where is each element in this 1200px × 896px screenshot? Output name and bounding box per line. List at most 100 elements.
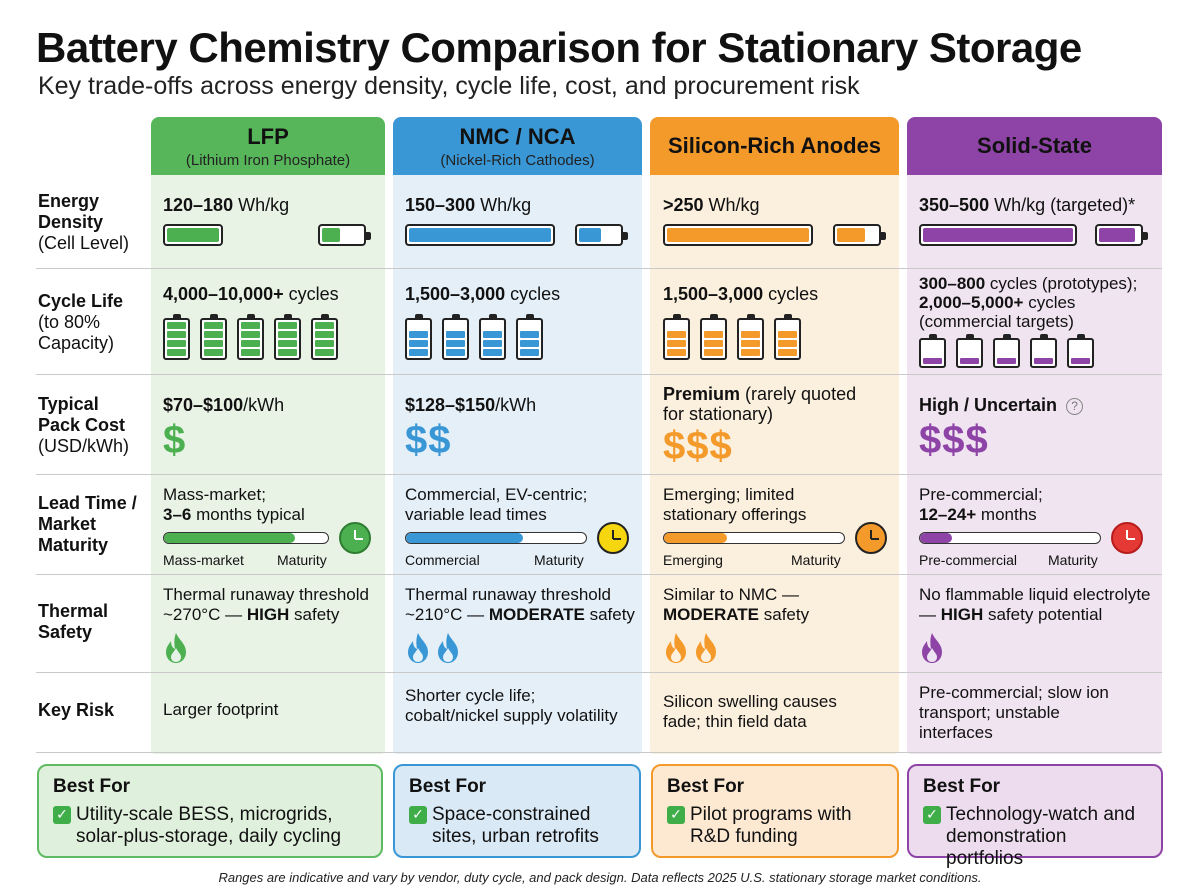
maturity-left-label: Mass-market bbox=[163, 552, 244, 568]
row-divider bbox=[36, 574, 1162, 575]
maturity-right-label: Maturity bbox=[277, 552, 327, 568]
best-for-text: Space-constrained sites, urban retrofits bbox=[432, 804, 599, 847]
column-subtitle: (Nickel-Rich Cathodes) bbox=[440, 152, 595, 169]
cycle-cell-icon bbox=[919, 334, 946, 368]
row-label-thermal: Thermal Safety bbox=[38, 601, 109, 642]
cycle-cell-icon bbox=[200, 314, 227, 360]
best-for-card-si: Best For ✓ Pilot programs with R&D funding bbox=[651, 764, 899, 858]
row-label-energy: Energy Density (Cell Level) bbox=[38, 191, 130, 253]
battery-icon bbox=[1095, 224, 1148, 246]
cycle-cell-icon bbox=[1067, 334, 1094, 368]
energy-value-si: >250 Wh/kg bbox=[663, 195, 760, 215]
maturity-right-label: Maturity bbox=[791, 552, 841, 568]
cost-symbol-nmc: $$ bbox=[405, 418, 452, 462]
flame-icon bbox=[693, 632, 719, 664]
row-label-lead: Lead Time / Market Maturity bbox=[38, 493, 137, 555]
row-label-cycle: Cycle Life (to 80% Capacity) bbox=[38, 291, 124, 353]
lead-text-lfp: Mass-market; 3–6 months typical bbox=[163, 485, 305, 524]
best-for-card-lfp: Best For ✓ Utility-scale BESS, microgrids… bbox=[37, 764, 383, 858]
cycle-cell-icon bbox=[737, 314, 764, 360]
best-for-text: Pilot programs with R&D funding bbox=[690, 804, 852, 847]
row-divider bbox=[36, 672, 1162, 673]
cycle-value-si: 1,500–3,000 cycles bbox=[663, 284, 819, 304]
best-for-title: Best For bbox=[667, 776, 745, 797]
cycle-cell-icon bbox=[311, 314, 338, 360]
cycle-value-lfp: 4,000–10,000+ cycles bbox=[163, 284, 339, 304]
column-header-ss: Solid-State bbox=[907, 117, 1162, 175]
cycle-value-ss: 300–800 cycles (prototypes); 2,000–5,000… bbox=[919, 274, 1138, 331]
best-for-title: Best For bbox=[53, 776, 131, 797]
column-subtitle: (Lithium Iron Phosphate) bbox=[185, 152, 351, 169]
column-header-nmc: NMC / NCA (Nickel-Rich Cathodes) bbox=[393, 117, 642, 175]
maturity-right-label: Maturity bbox=[534, 552, 584, 568]
cycle-cell-icon bbox=[237, 314, 264, 360]
best-for-text: Technology-watch and demonstration portfo… bbox=[946, 804, 1136, 869]
cycle-cell-icon bbox=[163, 314, 190, 360]
risk-text-lfp: Larger footprint bbox=[163, 700, 279, 719]
check-icon: ✓ bbox=[409, 806, 427, 824]
row-divider bbox=[36, 474, 1162, 475]
cost-value-lfp: $70–$100/kWh bbox=[163, 395, 285, 415]
clock-icon bbox=[1111, 522, 1143, 554]
check-icon: ✓ bbox=[923, 806, 941, 824]
best-for-text: Utility-scale BESS, microgrids, solar-plu… bbox=[76, 804, 342, 847]
maturity-right-label: Maturity bbox=[1048, 552, 1098, 568]
best-for-title: Best For bbox=[409, 776, 487, 797]
row-label-risk: Key Risk bbox=[38, 700, 115, 720]
cycle-cell-icon bbox=[774, 314, 801, 360]
thermal-text-lfp: Thermal runaway threshold ~270°C — HIGH … bbox=[163, 585, 369, 624]
lead-text-ss: Pre-commercial; 12–24+ months bbox=[919, 485, 1043, 524]
page-title: Battery Chemistry Comparison for Station… bbox=[36, 24, 1082, 71]
risk-text-ss: Pre-commercial; slow ion transport; unst… bbox=[919, 683, 1109, 742]
cost-symbol-lfp: $ bbox=[163, 418, 187, 462]
cycle-value-nmc: 1,500–3,000 cycles bbox=[405, 284, 561, 304]
lead-text-nmc: Commercial, EV-centric; variable lead ti… bbox=[405, 485, 588, 524]
energy-value-nmc: 150–300 Wh/kg bbox=[405, 195, 532, 215]
row-label-cost: Typical Pack Cost (USD/kWh) bbox=[38, 394, 129, 456]
energy-bar-si bbox=[663, 224, 813, 246]
lead-text-si: Emerging; limited stationary offerings bbox=[663, 485, 807, 524]
maturity-left-label: Pre-commercial bbox=[919, 552, 1018, 568]
check-icon: ✓ bbox=[667, 806, 685, 824]
column-header-lfp: LFP (Lithium Iron Phosphate) bbox=[151, 117, 385, 175]
thermal-text-nmc: Thermal runaway threshold ~210°C — MODER… bbox=[405, 585, 635, 624]
flame-icon bbox=[163, 632, 189, 664]
cycle-cell-icon bbox=[405, 314, 432, 360]
energy-value-lfp: 120–180 Wh/kg bbox=[163, 195, 290, 215]
maturity-track bbox=[919, 532, 1101, 544]
cycle-cell-icon bbox=[993, 334, 1020, 368]
battery-icon bbox=[575, 224, 628, 246]
maturity-left-label: Commercial bbox=[405, 552, 480, 568]
flame-icon bbox=[405, 632, 431, 664]
cycle-cell-icon bbox=[442, 314, 469, 360]
cost-value-nmc: $128–$150/kWh bbox=[405, 395, 537, 415]
cycle-cell-icon bbox=[516, 314, 543, 360]
row-divider bbox=[36, 374, 1162, 375]
column-title: NMC / NCA bbox=[459, 124, 576, 149]
column-title: Silicon-Rich Anodes bbox=[667, 133, 882, 158]
page-subtitle: Key trade-offs across energy density, cy… bbox=[38, 72, 860, 100]
battery-icon bbox=[833, 224, 886, 246]
clock-icon bbox=[339, 522, 371, 554]
help-icon[interactable]: ? bbox=[1066, 398, 1084, 415]
row-divider bbox=[36, 752, 1162, 753]
cost-symbol-si: $$$ bbox=[663, 424, 733, 468]
column-bg-lfp bbox=[151, 170, 385, 754]
column-bg-si bbox=[650, 170, 899, 754]
cycle-cell-icon bbox=[700, 314, 727, 360]
column-bg-nmc bbox=[393, 170, 642, 754]
cycle-cell-icon bbox=[956, 334, 983, 368]
cycle-cell-icon bbox=[1030, 334, 1057, 368]
energy-bar-nmc bbox=[405, 224, 555, 246]
risk-text-nmc: Shorter cycle life; cobalt/nickel supply… bbox=[405, 686, 618, 725]
column-header-si: Silicon-Rich Anodes bbox=[650, 117, 899, 175]
battery-icon bbox=[318, 224, 371, 246]
flame-icon bbox=[663, 632, 689, 664]
thermal-text-ss: No flammable liquid electrolyte — HIGH s… bbox=[919, 585, 1151, 624]
clock-icon bbox=[597, 522, 629, 554]
best-for-title: Best For bbox=[923, 776, 1001, 797]
check-icon: ✓ bbox=[53, 806, 71, 824]
energy-bar-ss bbox=[919, 224, 1077, 246]
flame-icon bbox=[435, 632, 461, 664]
clock-icon bbox=[855, 522, 887, 554]
